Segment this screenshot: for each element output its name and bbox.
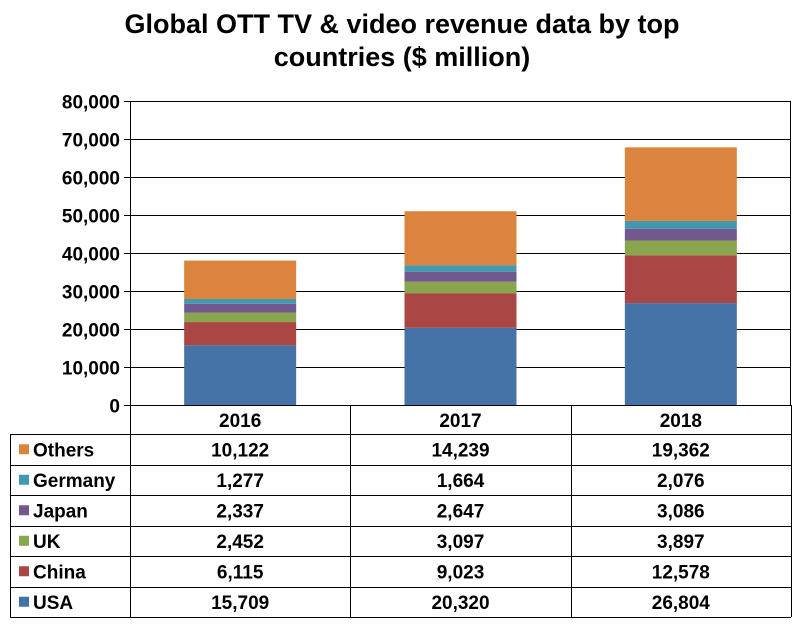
bar-segment-germany-2017 bbox=[404, 265, 517, 272]
legend-key-usa bbox=[19, 596, 29, 607]
data-label: 2,076 bbox=[657, 471, 705, 492]
bar-segment-china-2018 bbox=[624, 255, 737, 304]
x-tick-label: 2016 bbox=[219, 411, 261, 432]
data-label: 1,664 bbox=[437, 471, 485, 492]
data-label: 2,452 bbox=[216, 532, 264, 553]
chart-title-line-1: Global OTT TV & video revenue data by to… bbox=[124, 9, 680, 39]
bar-segment-china-2016 bbox=[184, 322, 297, 346]
table-row-japan: Japan 2,337 2,647 3,086 bbox=[19, 501, 705, 522]
bar-segment-others-2018 bbox=[624, 147, 737, 221]
legend-label: UK bbox=[33, 532, 61, 553]
plot-area bbox=[130, 101, 791, 406]
y-tick-label: 80,000 bbox=[62, 93, 120, 114]
y-tick-label: 30,000 bbox=[62, 283, 120, 304]
x-tick-label: 2017 bbox=[439, 411, 481, 432]
legend-label: Others bbox=[33, 440, 94, 461]
table-row-germany: Germany 1,277 1,664 2,076 bbox=[19, 471, 705, 492]
bar-segment-uk-2018 bbox=[624, 240, 737, 256]
y-tick-label: 60,000 bbox=[62, 169, 120, 190]
data-label: 3,086 bbox=[657, 501, 705, 522]
data-label: 3,097 bbox=[437, 532, 485, 553]
y-tick-label: 50,000 bbox=[62, 207, 120, 228]
bar-segment-japan-2016 bbox=[184, 303, 297, 313]
bar-segment-usa-2017 bbox=[404, 327, 517, 405]
data-label: 3,897 bbox=[657, 532, 705, 553]
bar-segment-others-2017 bbox=[404, 211, 517, 266]
data-label: 1,277 bbox=[216, 471, 264, 492]
data-label: 14,239 bbox=[431, 440, 489, 461]
bar-segment-others-2016 bbox=[184, 260, 297, 300]
bar-segment-japan-2018 bbox=[624, 228, 737, 241]
y-tick-label: 0 bbox=[109, 397, 120, 418]
data-label: 15,709 bbox=[211, 593, 269, 614]
table-row-china: China 6,115 9,023 12,578 bbox=[19, 562, 710, 583]
table-row-uk: UK 2,452 3,097 3,897 bbox=[19, 532, 705, 553]
bar-segment-china-2017 bbox=[404, 293, 517, 328]
data-label: 2,337 bbox=[216, 501, 264, 522]
y-tick-label: 40,000 bbox=[62, 245, 120, 266]
legend-label: USA bbox=[33, 593, 73, 614]
y-tick-labels: 0 10,000 20,000 30,000 40,000 50,000 60,000 70,… bbox=[62, 93, 120, 418]
bar-segment-uk-2017 bbox=[404, 281, 517, 294]
legend-label: Germany bbox=[33, 471, 116, 492]
y-tick-label: 70,000 bbox=[62, 131, 120, 152]
data-label: 6,115 bbox=[217, 562, 264, 583]
chart-title-line-2: countries ($ million) bbox=[273, 42, 531, 72]
bar-segment-usa-2018 bbox=[624, 303, 737, 405]
x-tick-label: 2018 bbox=[660, 411, 702, 432]
bar-segment-usa-2016 bbox=[184, 345, 297, 405]
y-tick-label: 10,000 bbox=[62, 359, 120, 380]
data-label: 9,023 bbox=[437, 562, 485, 583]
legend-key-others bbox=[19, 444, 29, 455]
data-label: 12,578 bbox=[652, 562, 710, 583]
legend-label: Japan bbox=[33, 501, 88, 522]
table-row-usa: USA 15,709 20,320 26,804 bbox=[19, 593, 710, 614]
data-label: 10,122 bbox=[211, 440, 269, 461]
bar-segment-japan-2017 bbox=[404, 271, 517, 282]
bars bbox=[184, 147, 737, 405]
table-row-others: Others 10,122 14,239 19,362 bbox=[19, 440, 710, 461]
bar-segment-uk-2016 bbox=[184, 312, 297, 323]
data-table: 2016 2017 2018 Others 10,122 14,239 19,362 Germ… bbox=[10, 405, 792, 618]
legend-key-china bbox=[19, 566, 29, 577]
data-label: 20,320 bbox=[431, 593, 489, 614]
bar-segment-germany-2016 bbox=[184, 299, 297, 304]
legend-key-uk bbox=[19, 535, 29, 546]
legend-key-japan bbox=[19, 505, 29, 516]
y-tick-label: 20,000 bbox=[62, 321, 120, 342]
data-label: 19,362 bbox=[652, 440, 710, 461]
bar-segment-germany-2018 bbox=[624, 220, 737, 229]
legend-label: China bbox=[33, 562, 86, 583]
axes bbox=[124, 101, 791, 406]
chart-title: Global OTT TV & video revenue data by to… bbox=[0, 8, 804, 74]
data-label: 26,804 bbox=[652, 593, 711, 614]
data-label: 2,647 bbox=[437, 501, 485, 522]
legend-key-germany bbox=[19, 474, 29, 485]
